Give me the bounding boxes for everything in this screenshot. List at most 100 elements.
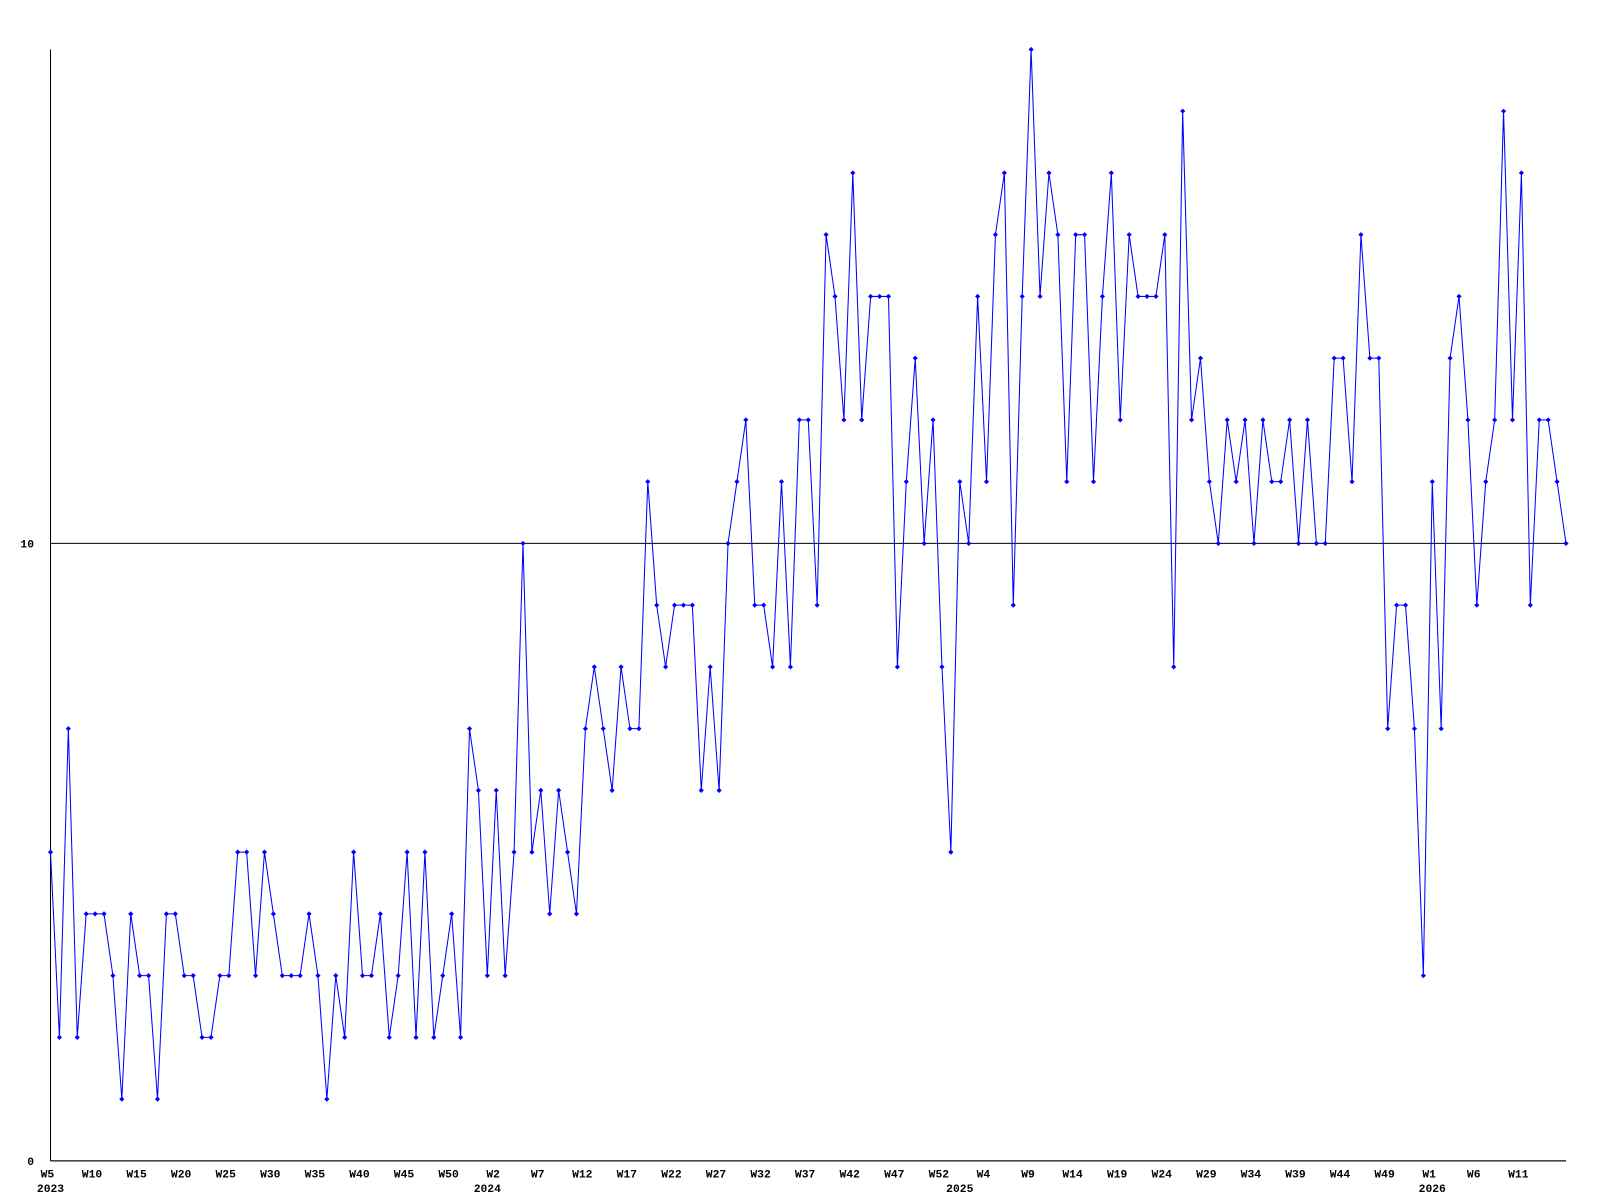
data-point bbox=[324, 1096, 330, 1102]
data-point bbox=[395, 973, 401, 979]
data-point bbox=[1545, 417, 1551, 423]
data-point bbox=[458, 1034, 464, 1040]
x-tick-label: W19 bbox=[1107, 1169, 1128, 1181]
data-point bbox=[1492, 417, 1498, 423]
data-point bbox=[520, 540, 526, 546]
data-point bbox=[128, 911, 134, 917]
data-point bbox=[1269, 479, 1275, 485]
data-point bbox=[859, 417, 865, 423]
data-point bbox=[342, 1034, 348, 1040]
data-point bbox=[199, 1034, 205, 1040]
y-tick-label: 0 bbox=[27, 1157, 34, 1169]
data-point bbox=[1162, 232, 1168, 238]
data-point bbox=[1340, 355, 1346, 361]
data-point bbox=[1536, 417, 1542, 423]
data-point bbox=[1295, 540, 1302, 546]
data-point bbox=[1099, 293, 1106, 299]
data-point bbox=[1135, 293, 1141, 299]
data-point bbox=[556, 787, 562, 793]
year-label: 2023 bbox=[37, 1184, 64, 1196]
x-tick-label: W34 bbox=[1241, 1169, 1262, 1181]
data-point bbox=[1028, 46, 1034, 53]
data-point bbox=[618, 664, 624, 670]
data-point bbox=[850, 170, 856, 176]
data-point bbox=[1188, 417, 1195, 423]
data-point bbox=[823, 232, 829, 238]
x-tick-label: W9 bbox=[1021, 1169, 1035, 1181]
data-point bbox=[1073, 232, 1079, 238]
data-point bbox=[1001, 170, 1007, 176]
data-point bbox=[1313, 540, 1319, 546]
data-point bbox=[261, 849, 268, 855]
data-point bbox=[983, 479, 990, 485]
data-point bbox=[154, 1096, 161, 1102]
year-label: 2024 bbox=[474, 1184, 501, 1196]
data-point bbox=[172, 911, 178, 917]
x-tick-label: W17 bbox=[617, 1169, 638, 1181]
data-point bbox=[422, 849, 428, 855]
x-tick-label: W1 bbox=[1422, 1169, 1436, 1181]
data-point bbox=[1501, 108, 1507, 114]
data-point bbox=[1117, 417, 1123, 423]
data-point bbox=[1367, 355, 1373, 361]
data-point bbox=[1224, 417, 1230, 423]
data-point bbox=[930, 417, 936, 423]
data-point bbox=[1055, 232, 1061, 238]
data-point bbox=[1376, 355, 1382, 361]
data-point bbox=[1278, 479, 1284, 485]
data-point bbox=[841, 417, 847, 423]
data-point bbox=[1046, 170, 1052, 176]
data-point bbox=[538, 787, 544, 793]
data-point bbox=[235, 849, 241, 855]
data-point bbox=[957, 479, 963, 485]
y-tick-label: 10 bbox=[20, 540, 34, 552]
data-point bbox=[145, 973, 152, 979]
data-point bbox=[413, 1034, 419, 1040]
x-tick-label: W47 bbox=[884, 1169, 905, 1181]
data-point bbox=[1331, 355, 1337, 361]
x-tick-label: W12 bbox=[572, 1169, 593, 1181]
data-point bbox=[564, 849, 571, 855]
data-point bbox=[101, 911, 107, 917]
data-point bbox=[671, 602, 678, 608]
data-point bbox=[1349, 479, 1355, 485]
data-point bbox=[181, 973, 187, 979]
data-point bbox=[47, 849, 54, 855]
data-point bbox=[1108, 170, 1114, 176]
data-point bbox=[1483, 479, 1489, 485]
x-tick-label: W4 bbox=[977, 1169, 991, 1181]
data-point bbox=[404, 849, 410, 855]
data-point bbox=[1438, 726, 1444, 732]
data-point bbox=[1037, 293, 1043, 299]
x-tick-label: W39 bbox=[1285, 1169, 1306, 1181]
data-point bbox=[297, 973, 303, 979]
data-point bbox=[939, 664, 945, 670]
data-point bbox=[609, 787, 615, 793]
data-point bbox=[431, 1034, 437, 1040]
data-point bbox=[1563, 540, 1569, 546]
data-point bbox=[351, 849, 357, 855]
data-point bbox=[252, 973, 259, 979]
data-point bbox=[743, 417, 749, 423]
data-point bbox=[368, 973, 375, 979]
x-tick-label: W22 bbox=[661, 1169, 682, 1181]
x-tick-label: W49 bbox=[1374, 1169, 1395, 1181]
x-tick-label: W24 bbox=[1152, 1169, 1173, 1181]
data-point bbox=[814, 602, 820, 608]
data-point bbox=[734, 479, 740, 485]
x-tick-label: W2 bbox=[486, 1169, 500, 1181]
data-point bbox=[547, 911, 553, 917]
data-point bbox=[119, 1096, 125, 1102]
data-point bbox=[1429, 479, 1435, 485]
data-point bbox=[1153, 293, 1159, 299]
data-point bbox=[484, 973, 490, 979]
data-point bbox=[903, 479, 909, 485]
data-point bbox=[948, 849, 954, 855]
data-point bbox=[449, 911, 455, 917]
data-point bbox=[1010, 602, 1016, 608]
data-point bbox=[716, 787, 722, 793]
data-point bbox=[1509, 417, 1516, 423]
data-point bbox=[1465, 417, 1471, 423]
data-point bbox=[1090, 479, 1097, 485]
